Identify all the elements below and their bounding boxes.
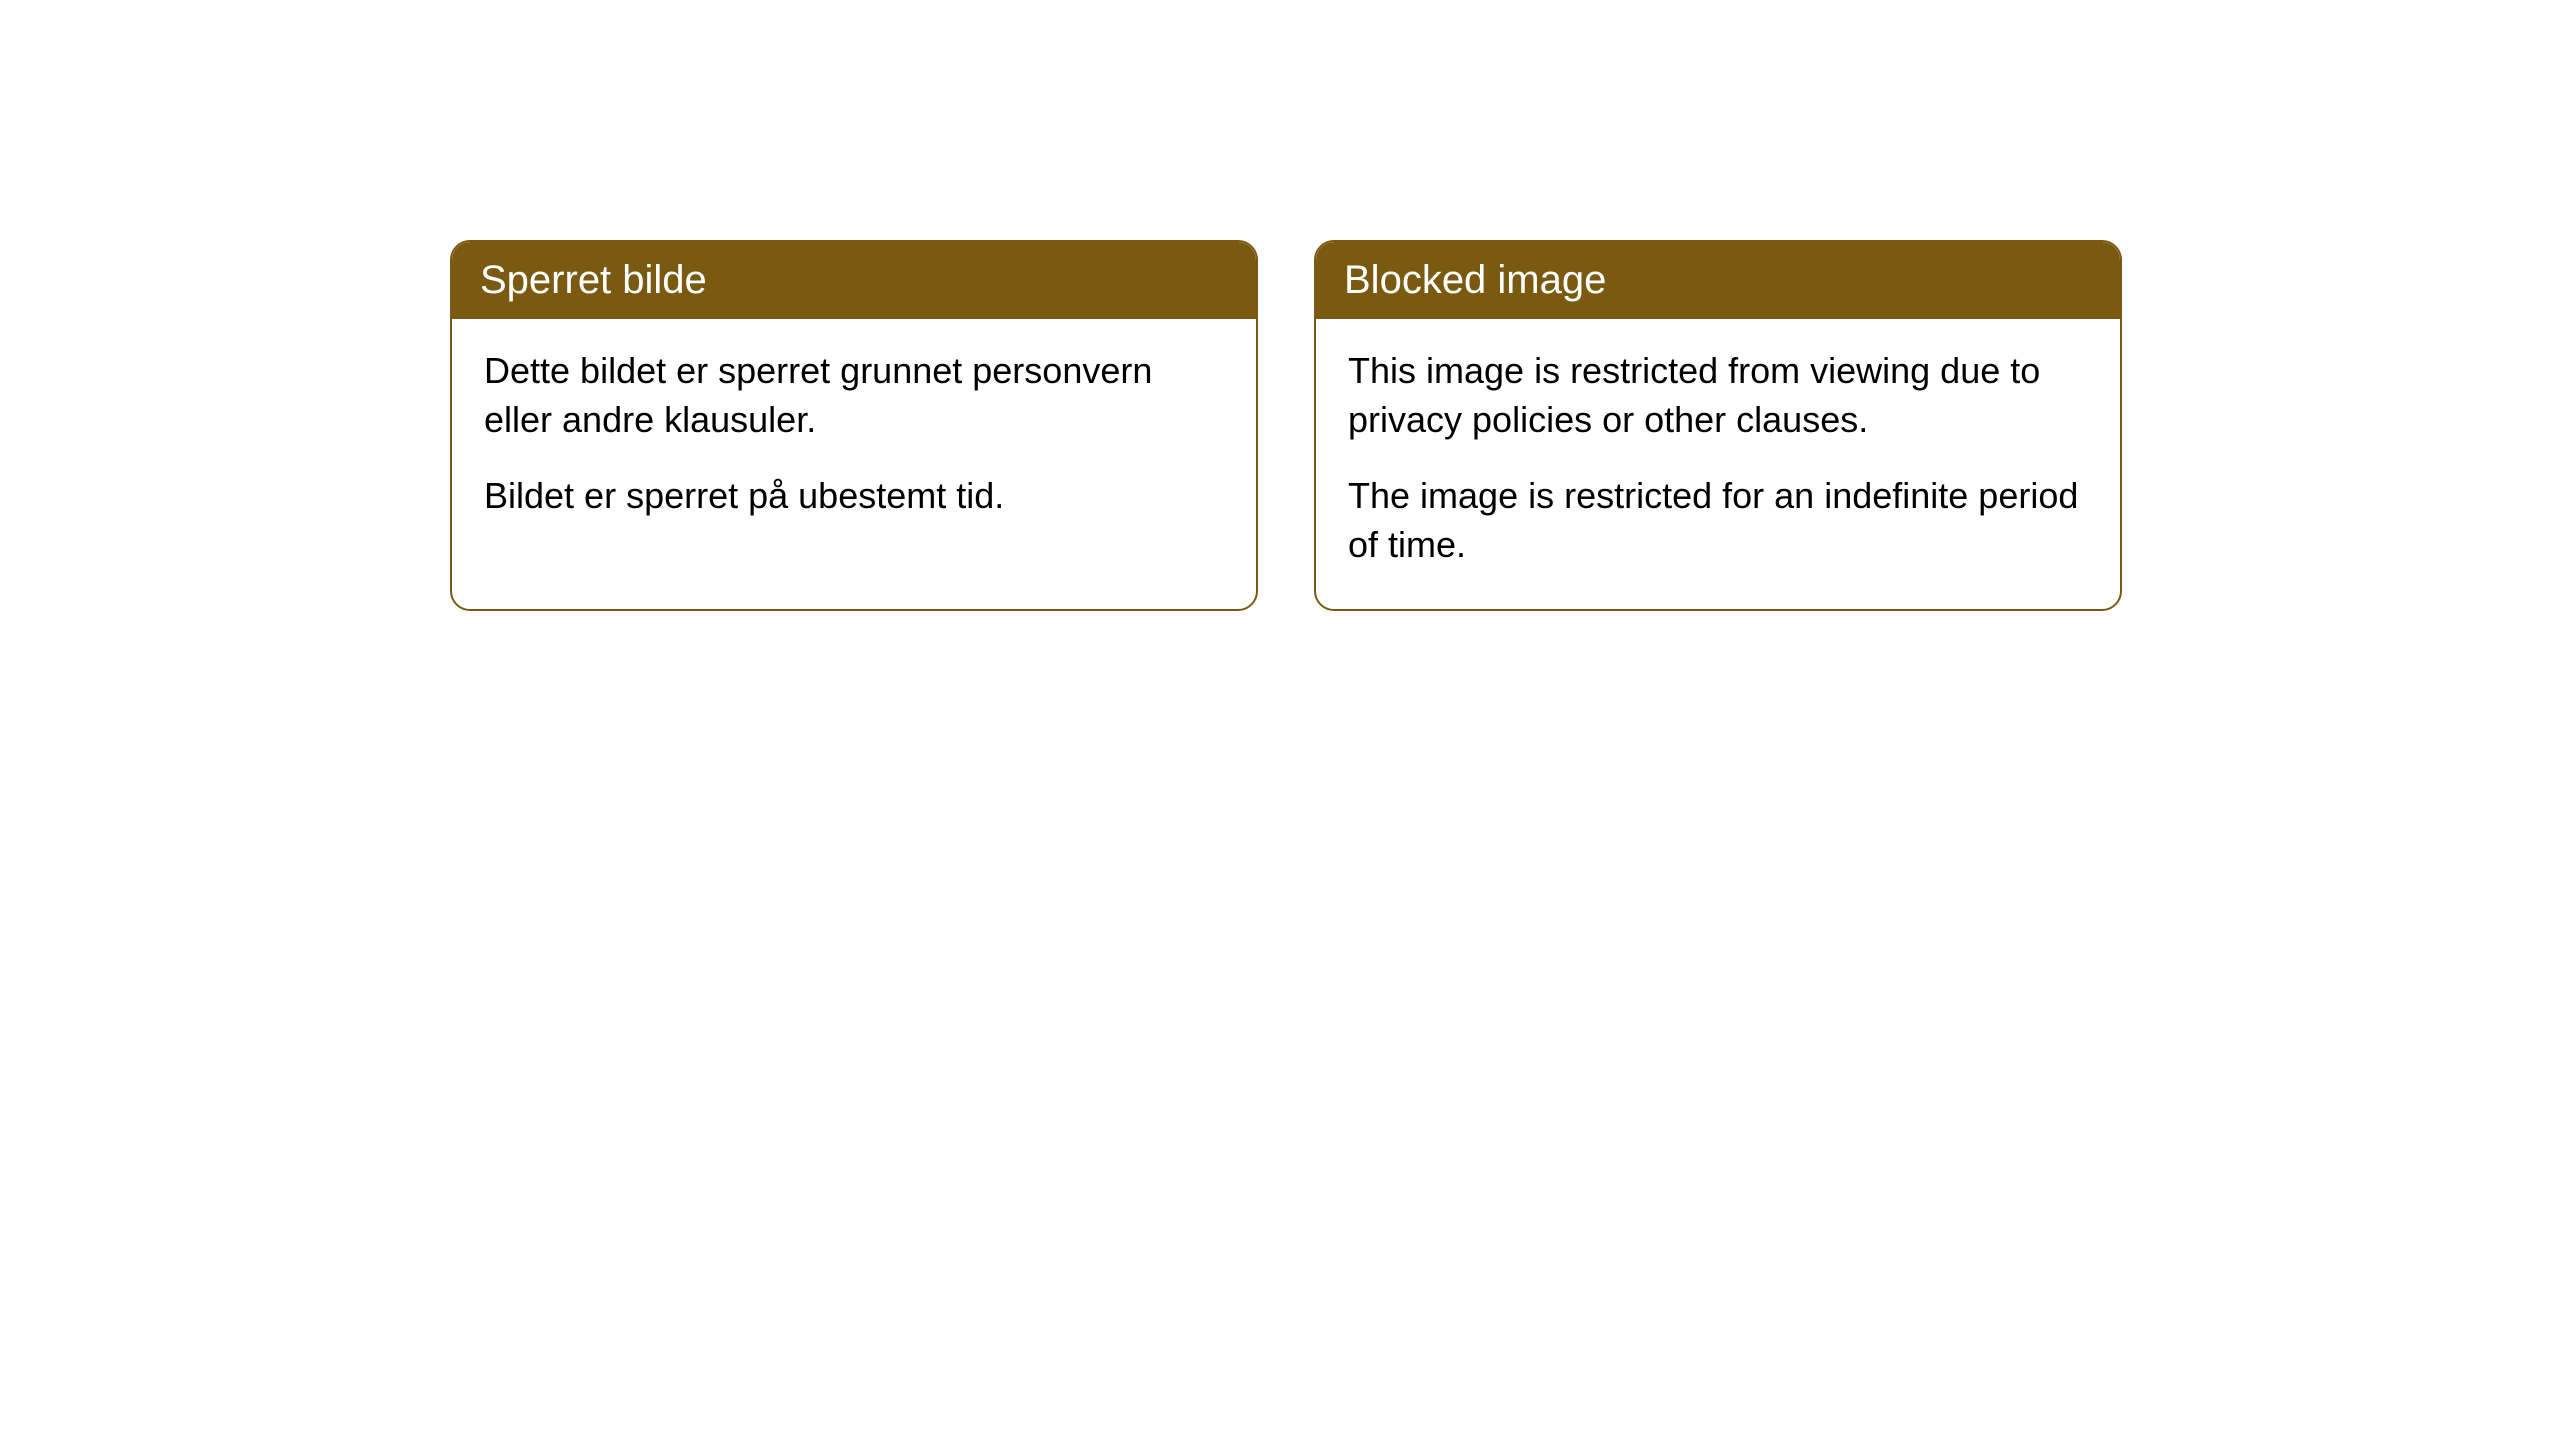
notice-cards-container: Sperret bilde Dette bildet er sperret gr…: [450, 240, 2122, 611]
card-paragraph: Dette bildet er sperret grunnet personve…: [484, 347, 1224, 444]
card-body-english: This image is restricted from viewing du…: [1316, 319, 2120, 609]
card-title: Sperret bilde: [480, 258, 707, 302]
notice-card-english: Blocked image This image is restricted f…: [1314, 240, 2122, 611]
card-header-english: Blocked image: [1316, 242, 2120, 319]
card-header-norwegian: Sperret bilde: [452, 242, 1256, 319]
card-paragraph: Bildet er sperret på ubestemt tid.: [484, 472, 1224, 521]
card-body-norwegian: Dette bildet er sperret grunnet personve…: [452, 319, 1256, 561]
card-paragraph: The image is restricted for an indefinit…: [1348, 472, 2088, 569]
notice-card-norwegian: Sperret bilde Dette bildet er sperret gr…: [450, 240, 1258, 611]
card-title: Blocked image: [1344, 258, 1606, 302]
card-paragraph: This image is restricted from viewing du…: [1348, 347, 2088, 444]
